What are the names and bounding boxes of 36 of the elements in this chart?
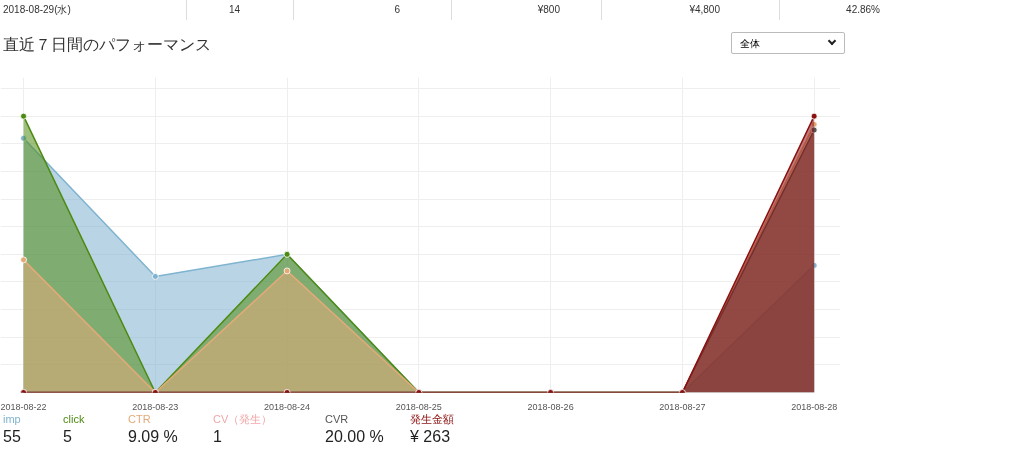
chart-title: 直近７日間のパフォーマンス [3,35,211,55]
series-label: CTR [128,412,151,427]
point [810,121,818,128]
point [151,273,159,280]
point [20,256,27,264]
text: 6 [393,3,400,17]
series-label: CVR [325,412,349,427]
text: 42.86% [845,3,880,17]
text: 5 [63,427,72,447]
point [20,112,27,120]
point [810,112,818,120]
x-tick-label: 2018-08-25 [395,401,442,412]
point [20,134,27,142]
point [810,126,818,134]
x-tick-label: 2018-08-27 [659,401,706,412]
text: 2018-08-29(水) [3,3,71,17]
point [283,267,291,275]
legend-label: CV（発生） [213,412,273,427]
series-label: imp [3,412,21,427]
x-tick-label: 2018-08-24 [264,401,311,412]
x-tick-label: 2018-08-22 [0,401,47,412]
text: ¥800 [536,3,560,17]
text: ¥4,800 [688,3,720,17]
x-tick-label: 2018-08-26 [527,401,574,412]
x-tick-label: 2018-08-28 [791,401,838,412]
text: 全体 [731,32,845,54]
text: 9.09 % [128,427,178,447]
text: 55 [3,427,21,447]
text: ¥ 263 [410,427,451,447]
point [810,262,818,269]
series-label: click [63,412,85,427]
text: 1 [213,427,222,447]
text: 14 [227,3,240,17]
text: 20.00 % [325,427,384,447]
x-tick-label: 2018-08-23 [132,401,179,412]
series-label: 発生金額 [410,412,454,427]
